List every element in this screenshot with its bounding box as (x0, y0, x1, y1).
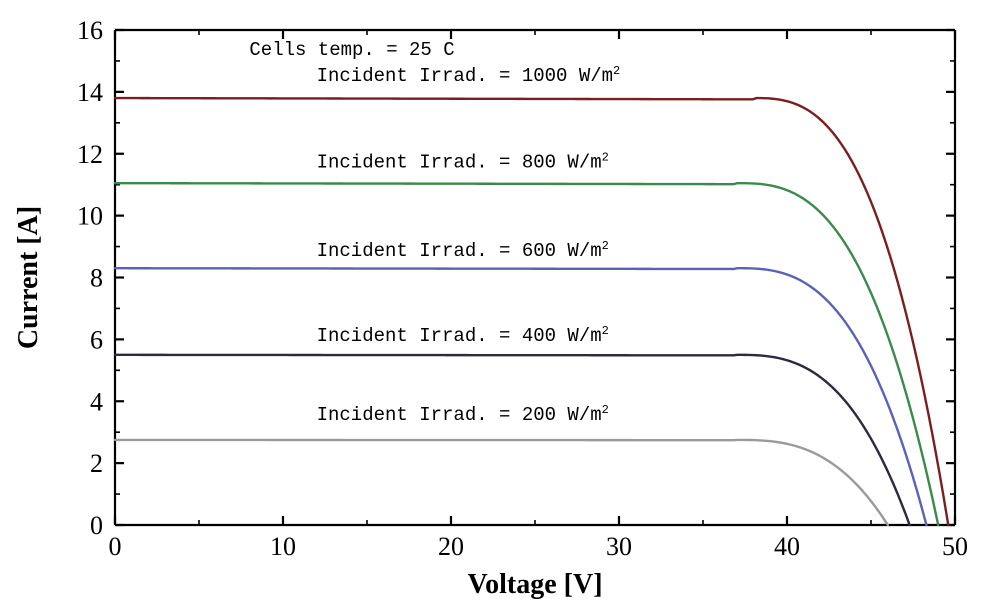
iv-curve-chart: 0 10 20 30 40 50 0 2 4 6 8 10 12 14 16 Voltage [V] Curre… (0, 0, 1000, 605)
y-tick-label: 14 (77, 78, 103, 107)
x-tick-label: 30 (606, 532, 632, 561)
label-irr600: Incident Irrad. = 600 W/m2 (317, 239, 609, 262)
temp-annotation: Cells temp. = 25 C (249, 39, 454, 61)
y-tick-label: 2 (90, 449, 103, 478)
x-tick-label: 50 (942, 532, 968, 561)
y-tick-label: 6 (90, 325, 103, 354)
y-tick-label: 8 (90, 264, 103, 293)
label-irr800: Incident Irrad. = 800 W/m2 (317, 151, 609, 174)
y-tick-label: 4 (90, 387, 103, 416)
curve-irr600 (115, 268, 926, 525)
x-tick-label: 0 (109, 532, 122, 561)
chart-svg: 0 10 20 30 40 50 0 2 4 6 8 10 12 14 16 Voltage [V] Curre… (0, 0, 1000, 605)
label-irr200: Incident Irrad. = 200 W/m2 (317, 403, 609, 426)
y-axis-label: Current [A] (13, 206, 44, 349)
x-tick-label: 40 (774, 532, 800, 561)
y-tick-label: 12 (77, 140, 103, 169)
y-tick-label: 0 (90, 511, 103, 540)
label-irr400: Incident Irrad. = 400 W/m2 (317, 324, 609, 347)
x-tick-label: 10 (270, 532, 296, 561)
y-tick-label: 16 (77, 16, 103, 45)
x-axis-label: Voltage [V] (467, 569, 602, 600)
x-tick-label: 20 (438, 532, 464, 561)
y-tick-label: 10 (77, 202, 103, 231)
label-irr1000: Incident Irrad. = 1000 W/m2 (317, 64, 621, 87)
curve-irr200 (115, 440, 888, 525)
